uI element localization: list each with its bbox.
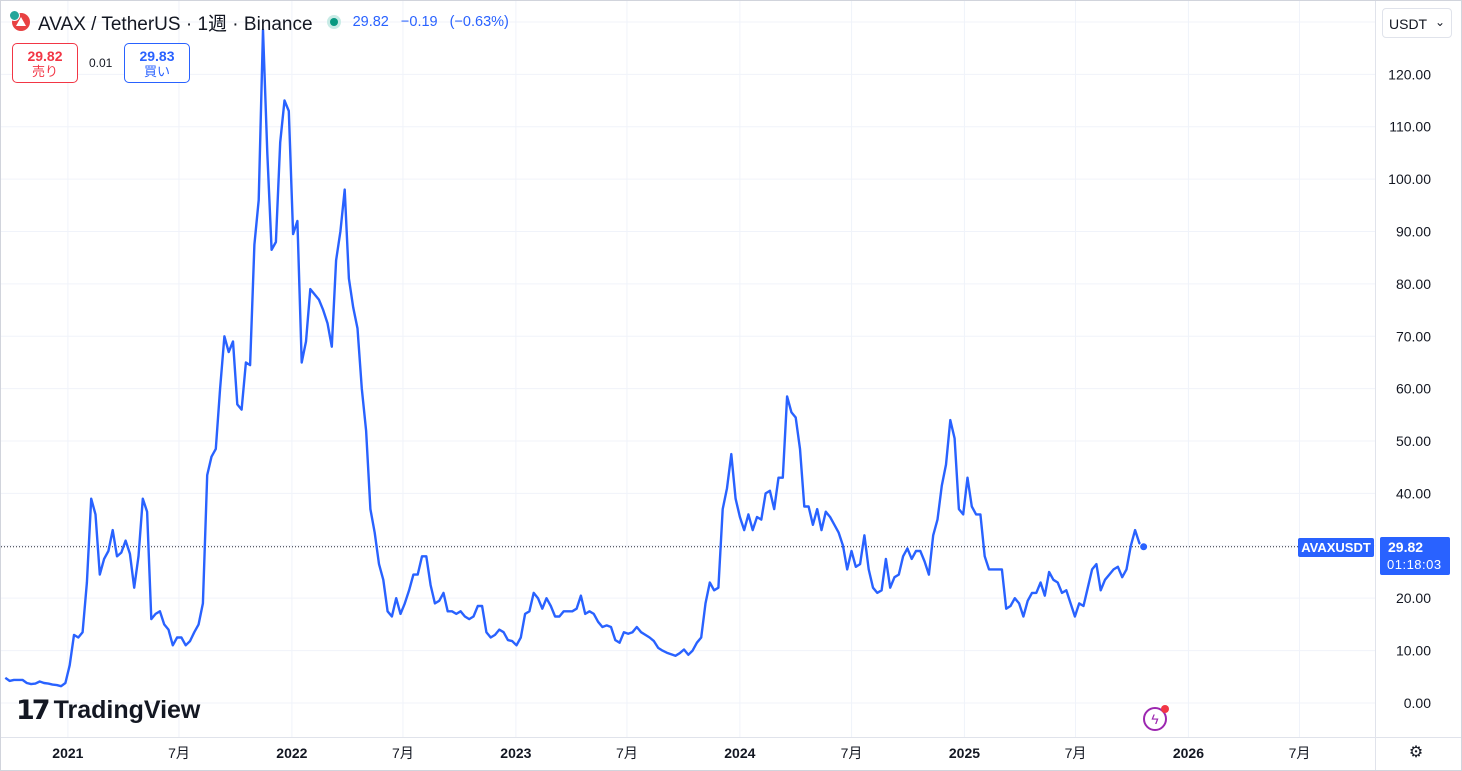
sell-label: 売り — [31, 64, 58, 79]
x-tick-label: 7月 — [616, 745, 638, 761]
y-tick-label: 10.00 — [1396, 643, 1431, 659]
y-tick-label: 80.00 — [1396, 276, 1431, 292]
x-tick-label: 2026 — [1173, 745, 1204, 761]
buy-label: 買い — [143, 64, 170, 79]
y-tick-label: 20.00 — [1396, 590, 1431, 606]
x-tick-label: 7月 — [168, 745, 190, 761]
last-price-tag-value: 29.82 — [1388, 539, 1424, 555]
price-series-line — [4, 28, 1145, 688]
last-price-tag: 29.82 01:18:03 — [1380, 537, 1450, 575]
y-tick-label: 90.00 — [1396, 223, 1431, 239]
y-tick-label: 120.00 — [1388, 66, 1431, 82]
last-price: 29.82 — [352, 14, 389, 30]
symbol-price-label: AVAXUSDT — [1298, 538, 1374, 557]
chevron-down-icon: ⌄ — [1434, 15, 1445, 29]
buy-button[interactable]: 29.83 買い — [124, 43, 190, 83]
y-tick-label: 110.00 — [1389, 119, 1431, 135]
x-tick-label: 2023 — [500, 745, 531, 761]
market-open-icon — [326, 15, 341, 29]
sell-button[interactable]: 29.82 売り — [12, 43, 78, 83]
quote-values: 29.82 −0.19 (−0.63%) — [353, 14, 517, 30]
y-tick-label: 40.00 — [1396, 485, 1431, 501]
last-price-dot — [1139, 542, 1149, 552]
y-tick-label: 50.00 — [1396, 433, 1431, 449]
y-tick-label: 100.00 — [1388, 171, 1431, 187]
y-tick-label: 70.00 — [1396, 328, 1431, 344]
symbol-title[interactable]: AVAX / TetherUS · 1週 · Binance — [38, 13, 313, 35]
brand-name: TradingView — [53, 696, 201, 724]
sell-price: 29.82 — [27, 48, 63, 64]
tradingview-mark-icon: 17 — [16, 695, 51, 726]
tradingview-logo[interactable]: 17 TradingView — [16, 695, 200, 726]
avax-logo-icon — [9, 10, 30, 31]
x-tick-label: 2024 — [724, 745, 755, 761]
x-tick-label: 7月 — [392, 745, 414, 761]
price-change-pct: (−0.63%) — [449, 14, 509, 30]
buy-price: 29.83 — [139, 48, 175, 64]
y-tick-label: 60.00 — [1396, 381, 1431, 397]
symbol-header: AVAX / TetherUS · 1週 · Binance 29.82 −0.… — [9, 10, 517, 35]
spread-value: 0.01 — [89, 56, 113, 70]
bar-countdown: 01:18:03 — [1387, 557, 1442, 572]
settings-icon[interactable]: ⚙ — [1408, 744, 1424, 761]
lightning-icon[interactable]: ϟ — [1143, 705, 1169, 731]
price-change: −0.19 — [400, 14, 438, 30]
x-tick-label: 2025 — [949, 745, 980, 761]
x-tick-label: 7月 — [1289, 745, 1311, 761]
x-tick-label: 7月 — [841, 745, 863, 761]
x-tick-label: 2022 — [276, 745, 307, 761]
y-tick-label: 0.00 — [1404, 695, 1431, 711]
x-tick-label: 2021 — [52, 745, 83, 761]
currency-value: USDT — [1389, 16, 1428, 32]
x-tick-label: 7月 — [1065, 745, 1087, 761]
currency-select[interactable]: USDT ⌄ — [1382, 8, 1452, 38]
